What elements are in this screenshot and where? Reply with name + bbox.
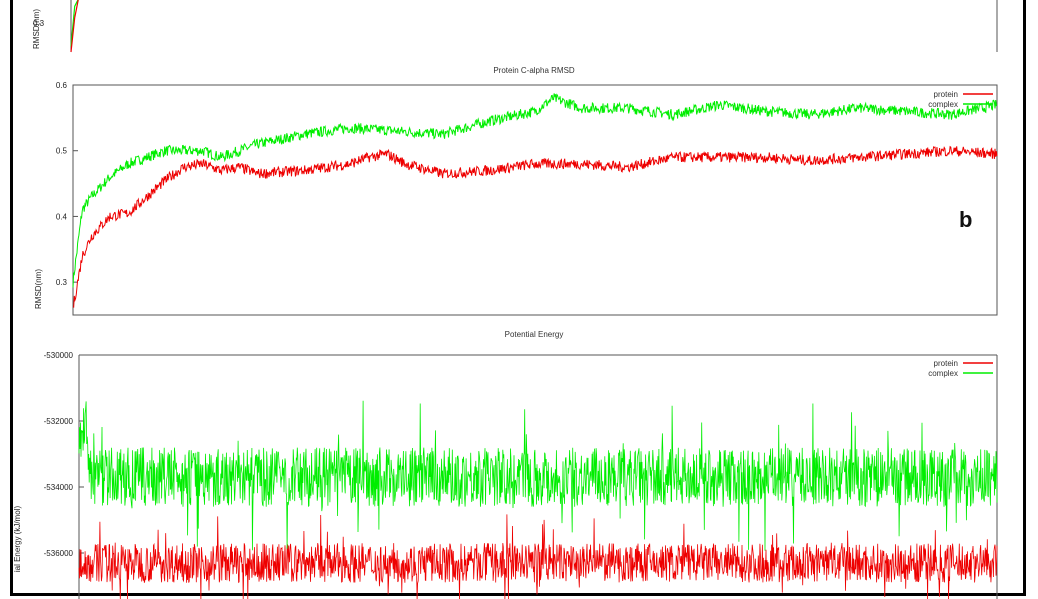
panel-b-ytick-label: 0.3 [56,278,68,287]
panel-c-ylabel: ial Energy (kJ/mol) [13,506,22,573]
panel-a-series [70,0,79,53]
panel-a-ytick: 0.3 [33,19,45,28]
panel-b-ytick-label: 0.6 [56,81,68,90]
panel-c-ytick-label: -530000 [44,351,74,360]
panel-b-legend: protein complex [928,90,993,109]
panel-b-ylabel: RMSD(nm) [34,269,43,309]
panel-c-series [78,400,998,599]
panel-b-line-complex [72,93,998,288]
panel-b-legend-complex-label: complex [928,100,958,109]
chart-canvas: 0.3 RMSD(nm) Protein C-alpha RMSD 0.3 0.4… [13,0,998,599]
panel-a: 0.3 RMSD(nm) [32,0,998,53]
panel-a-line-1 [70,0,79,53]
panel-b-line-protein [72,145,998,308]
panel-b-annotation: b [959,207,972,232]
panel-c-title: Potential Energy [505,330,564,339]
figure-frame: 0.3 RMSD(nm) Protein C-alpha RMSD 0.3 0.4… [10,0,1026,599]
panel-c-legend-protein-label: protein [934,359,958,368]
panel-c-legend-complex-label: complex [928,369,958,378]
panel-a-ylabel: RMSD(nm) [32,9,41,49]
panel-b-ytick-label: 0.4 [56,212,68,221]
panel-c-ytick-label: -534000 [44,483,74,492]
panel-b-series [72,93,998,308]
panel-a-line-0 [70,0,79,47]
panel-b: Protein C-alpha RMSD 0.3 0.4 0.5 0.6 RMSD(n… [34,66,998,316]
panel-b-legend-protein-label: protein [934,90,958,99]
panel-c-line-protein [78,514,998,599]
panel-c-legend: protein complex [928,359,993,378]
panel-c: Potential Energy -530000-532000-534000-5… [13,330,998,599]
panel-b-yticks: 0.3 0.4 0.5 0.6 [56,81,78,287]
panel-c-ytick-label: -532000 [44,417,74,426]
panel-c-yticks: -530000 -532000 -534000 -536000 [44,351,84,558]
panel-c-line-complex [78,400,998,551]
panel-b-plot-frame [72,84,998,316]
panel-b-ytick-label: 0.5 [56,147,68,156]
panel-c-ytick-label: -536000 [44,549,74,558]
panel-b-title: Protein C-alpha RMSD [493,66,575,75]
